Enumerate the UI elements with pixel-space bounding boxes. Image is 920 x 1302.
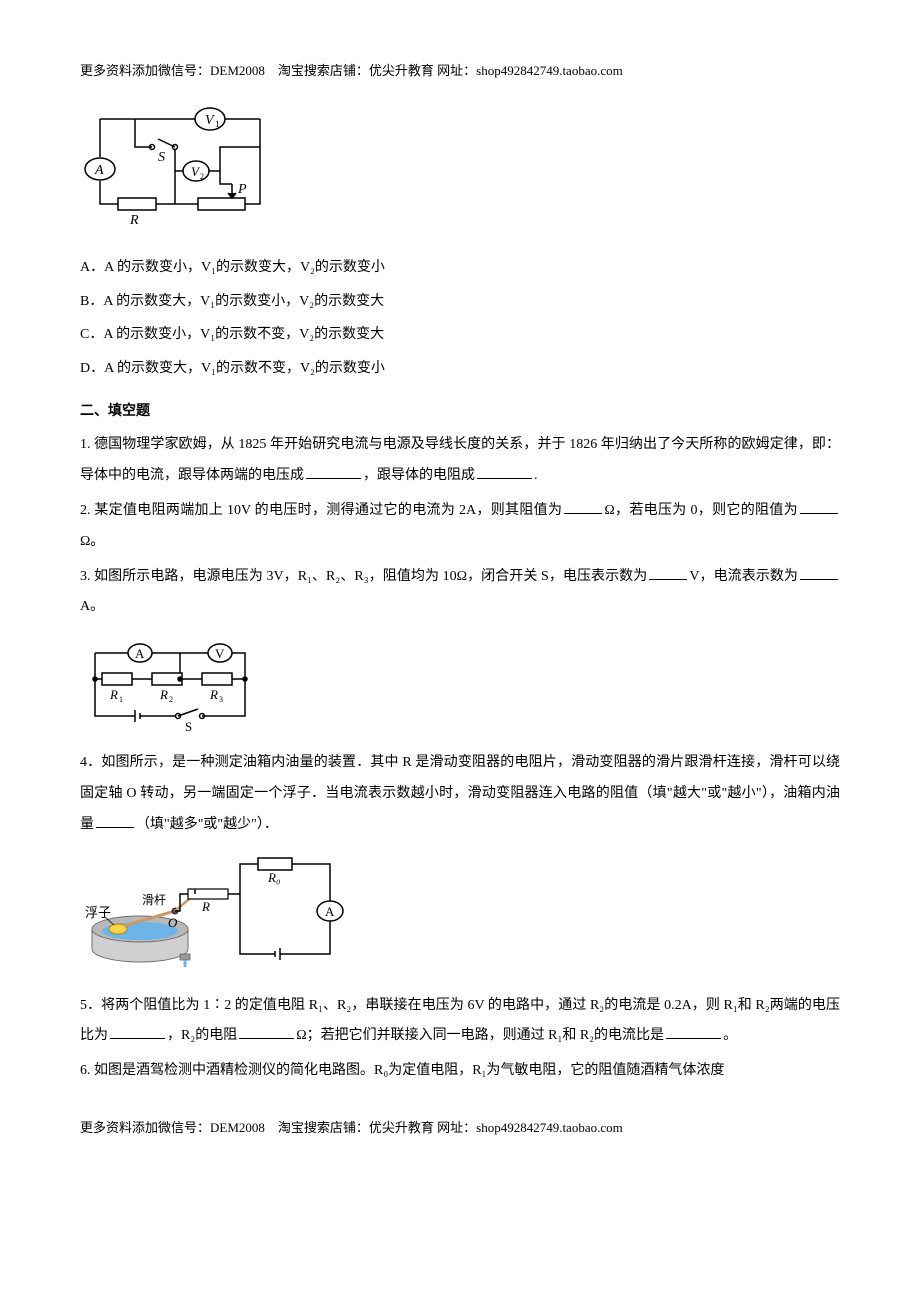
blank: [800, 499, 838, 514]
svg-text:1: 1: [119, 695, 123, 704]
q5-text-3: Ω；若把它们并联接入同一电路，则通过 R₁和 R₂的电流比是: [296, 1028, 664, 1043]
section-2-title: 二、填空题: [80, 400, 840, 420]
q2-text-2: Ω，若电压为 0，则它的阻值为: [604, 503, 798, 518]
circuit-diagram-q4: 浮子 O 滑杆 R R₀ A: [80, 849, 840, 979]
question-3: 3. 如图所示电路，电源电压为 3V，R₁、R₂、R₃，阻值均为 10Ω，闭合开…: [80, 562, 840, 624]
option-a: A．A 的示数变小，V₁的示数变大，V₂的示数变小: [80, 251, 840, 285]
q2-text-1: 2. 某定值电阻两端加上 10V 的电压时，测得通过它的电流为 2A，则其阻值为: [80, 503, 562, 518]
svg-text:R: R: [201, 899, 210, 914]
q1-text-3: .: [534, 468, 538, 483]
q3-text-1: 3. 如图所示电路，电源电压为 3V，R₁、R₂、R₃，阻值均为 10Ω，闭合开…: [80, 569, 647, 584]
svg-text:R: R: [209, 687, 218, 702]
svg-text:R: R: [109, 687, 118, 702]
svg-text:R₀: R₀: [267, 870, 280, 885]
svg-text:A: A: [135, 646, 145, 661]
question-6: 6. 如图是酒驾检测中酒精检测仪的简化电路图。R₀为定值电阻，R₁为气敏电阻，它…: [80, 1056, 840, 1087]
blank: [239, 1024, 294, 1039]
question-2: 2. 某定值电阻两端加上 10V 的电压时，测得通过它的电流为 2A，则其阻值为…: [80, 496, 840, 558]
svg-text:S: S: [158, 150, 165, 165]
question-5: 5．将两个阻值比为 1∶2 的定值电阻 R₁、R₂，串联接在电压为 6V 的电路…: [80, 991, 840, 1053]
question-4: 4．如图所示，是一种测定油箱内油量的装置．其中 R 是滑动变阻器的电阻片，滑动变…: [80, 748, 840, 840]
q1-text-2: ，跟导体的电阻成: [363, 468, 475, 483]
option-d: D．A 的示数变大，V₁的示数不变，V₂的示数变小: [80, 352, 840, 386]
svg-text:2: 2: [200, 172, 204, 181]
svg-text:V: V: [215, 646, 225, 661]
blank: [306, 464, 361, 479]
circuit-diagram-1: V 1 A R S V: [80, 99, 840, 239]
q3-text-3: A。: [80, 599, 104, 614]
svg-text:浮子: 浮子: [85, 905, 111, 920]
option-c: C．A 的示数变小，V₁的示数不变，V₂的示数变大: [80, 318, 840, 352]
q6-text-1: 6. 如图是酒驾检测中酒精检测仪的简化电路图。R₀为定值电阻，R₁为气敏电阻，它…: [80, 1063, 724, 1078]
svg-text:2: 2: [169, 695, 173, 704]
svg-text:3: 3: [219, 695, 223, 704]
svg-text:S: S: [185, 719, 192, 734]
q3-text-2: V，电流表示数为: [689, 569, 798, 584]
blank: [649, 565, 687, 580]
blank: [477, 464, 532, 479]
svg-text:R: R: [129, 213, 139, 228]
blank: [800, 565, 838, 580]
option-b: B．A 的示数变大，V₁的示数变小，V₂的示数变大: [80, 285, 840, 319]
svg-text:滑杆: 滑杆: [142, 893, 166, 907]
svg-text:O: O: [168, 915, 178, 930]
question-1: 1. 德国物理学家欧姆，从 1825 年开始研究电流与电源及导线长度的关系，并于…: [80, 430, 840, 492]
blank: [110, 1024, 165, 1039]
page-header: 更多资料添加微信号：DEM2008 淘宝搜索店铺：优尖升教育 网址：shop49…: [80, 60, 840, 79]
q4-text-2: （填"越多"或"越少"）．: [136, 817, 278, 832]
svg-text:P: P: [237, 182, 247, 197]
page-footer: 更多资料添加微信号：DEM2008 淘宝搜索店铺：优尖升教育 网址：shop49…: [80, 1117, 840, 1136]
svg-text:A: A: [94, 163, 104, 178]
circuit-diagram-q3: A V R 1 R 2 R 3: [80, 631, 840, 736]
blank: [96, 813, 134, 828]
svg-text:1: 1: [215, 119, 220, 129]
q5-text-4: 。: [723, 1028, 737, 1043]
svg-text:V: V: [205, 113, 215, 128]
q2-text-3: Ω。: [80, 534, 104, 549]
svg-text:A: A: [325, 904, 335, 919]
q5-text-2: ，R₂的电阻: [167, 1028, 237, 1043]
svg-text:R: R: [159, 687, 168, 702]
blank: [564, 499, 602, 514]
blank: [666, 1024, 721, 1039]
